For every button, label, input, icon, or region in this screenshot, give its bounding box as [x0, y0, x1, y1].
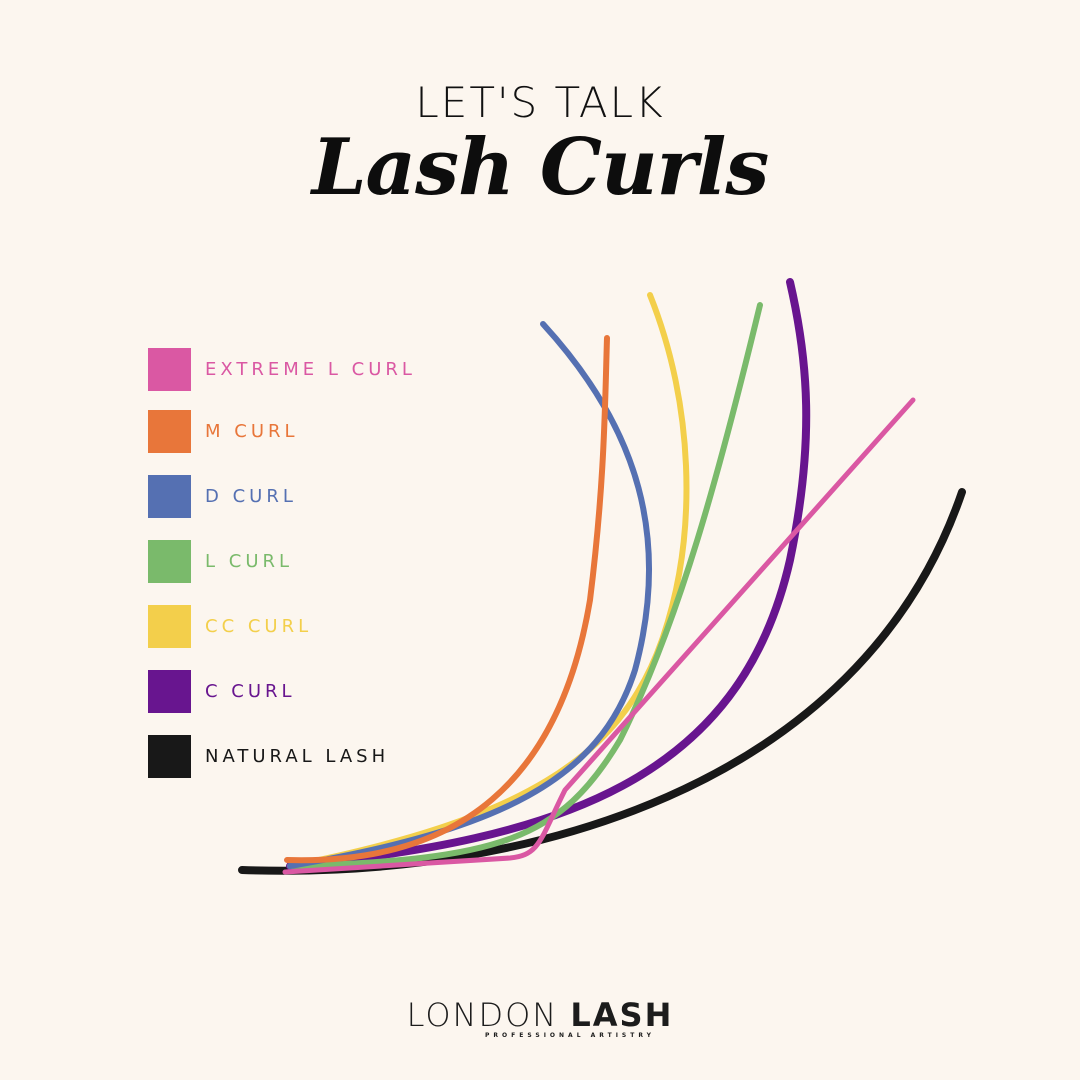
- logo-word-lash: LASH: [570, 996, 674, 1034]
- legend-swatch: [148, 735, 191, 778]
- legend-swatch: [148, 475, 191, 518]
- legend-swatch: [148, 410, 191, 453]
- logo-tagline: PROFESSIONAL ARTISTRY: [485, 1032, 655, 1039]
- curve-c-curl: [286, 278, 811, 870]
- curve-natural-lash: [238, 488, 966, 875]
- legend-item-l-curl: L CURL: [148, 540, 293, 583]
- curve-l-curl: [287, 302, 763, 869]
- legend-swatch: [148, 540, 191, 583]
- legend-swatch: [148, 670, 191, 713]
- legend-swatch: [148, 348, 191, 391]
- legend-item-natural-lash: NATURAL LASH: [148, 735, 389, 778]
- legend-item-cc-curl: CC CURL: [148, 605, 312, 648]
- legend-label: EXTREME L CURL: [205, 359, 416, 380]
- curve-extreme-l-curl: [282, 397, 916, 875]
- legend-label: NATURAL LASH: [205, 746, 390, 767]
- legend-label: C CURL: [205, 681, 296, 702]
- legend-item-m-curl: M CURL: [148, 410, 299, 453]
- curve-d-curl: [287, 321, 653, 869]
- page-title: Lash Curls: [311, 122, 770, 213]
- logo-word-london: LONDON: [406, 996, 559, 1034]
- legend-swatch: [148, 605, 191, 648]
- legend-item-d-curl: D CURL: [148, 475, 297, 518]
- legend-item-c-curl: C CURL: [148, 670, 296, 713]
- legend-label: L CURL: [205, 551, 294, 572]
- legend-label: D CURL: [205, 486, 297, 507]
- legend-label: M CURL: [205, 421, 299, 442]
- brand-logo: LONDON LASH PROFESSIONAL ARTISTRY: [0, 996, 1080, 1039]
- header-kicker: LET'S TALK: [415, 78, 665, 127]
- curve-m-curl: [284, 335, 610, 864]
- legend-label: CC CURL: [205, 616, 313, 637]
- legend-item-extreme-l-curl: EXTREME L CURL: [148, 348, 416, 391]
